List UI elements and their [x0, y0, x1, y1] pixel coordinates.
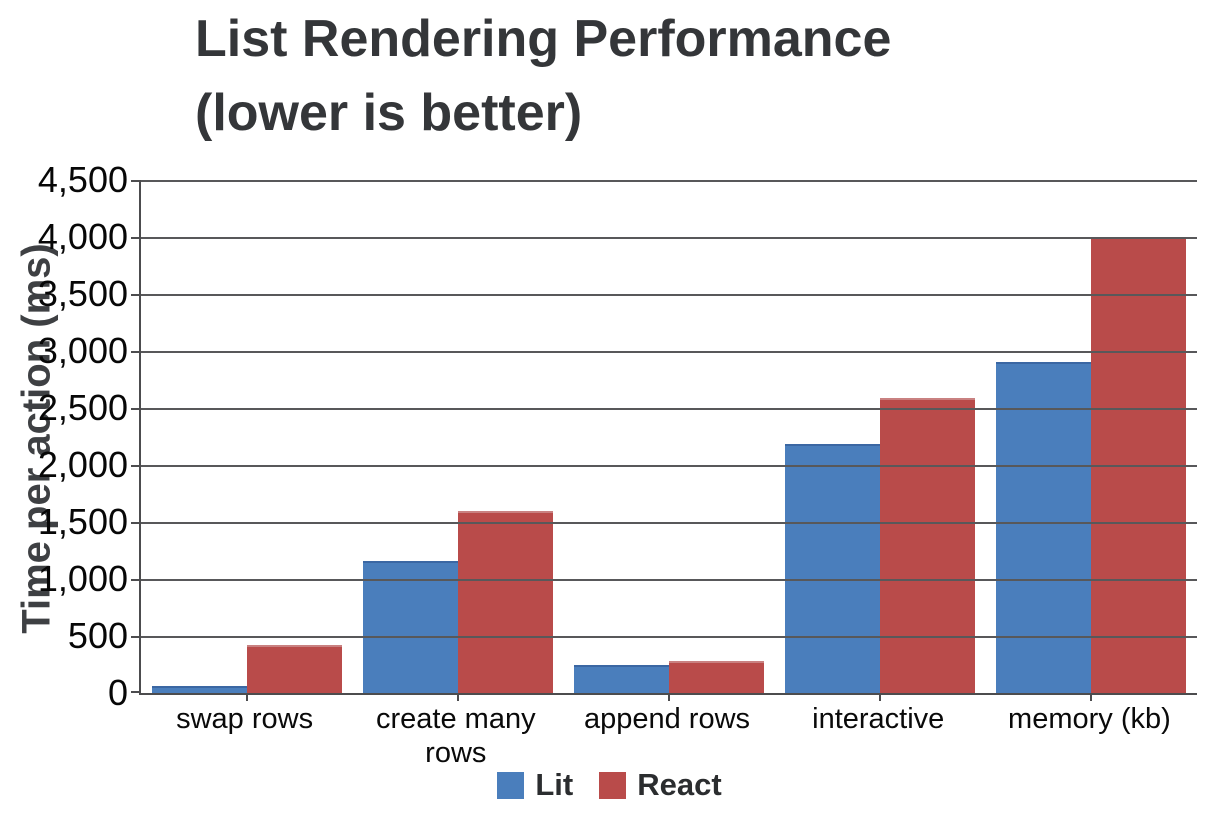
x-axis-labels: swap rows create many rows append rows inte…	[139, 702, 1195, 770]
bar-group-interactive	[775, 180, 986, 693]
gridline-1000	[141, 579, 1197, 582]
legend-item-lit: Lit	[497, 767, 573, 803]
y-tick-label-0: 0	[107, 672, 128, 713]
y-tick-label-3000: 3,000	[37, 330, 128, 371]
y-axis-tick-mark-2500	[131, 408, 139, 410]
bar-group-swap-rows	[141, 180, 352, 693]
y-tick-label-2500: 2,500	[37, 387, 128, 428]
chart-title-line-1: List Rendering Performance	[195, 10, 892, 68]
legend-swatch-react	[599, 771, 627, 799]
chart-title-line-2: (lower is better)	[195, 84, 583, 142]
bar-group-memory-kb-	[986, 180, 1197, 693]
y-axis-tick-labels: 0 500 1,000 1,500 2,000 2,500 3,000 3,500 4,000 4…	[0, 159, 128, 713]
x-axis-tick-mark-3	[668, 693, 670, 701]
x-axis-label-memory-kb-: memory (kb)	[1008, 703, 1171, 735]
bar-react-interactive	[880, 398, 976, 693]
x-axis-label-swap-rows: swap rows	[176, 703, 314, 735]
chart-title: List Rendering Performance (lower is bet…	[195, 2, 891, 150]
y-axis-tick-mark-4500	[131, 180, 139, 182]
x-label-cell: memory (kb)	[984, 702, 1195, 770]
y-axis-tick-mark-3500	[131, 294, 139, 296]
y-axis-tick-mark-0	[131, 691, 139, 693]
bar-react-memory-kb-	[1091, 237, 1187, 693]
legend: Lit React	[0, 767, 1219, 803]
x-label-cell: interactive	[773, 702, 984, 770]
gridline-3000	[141, 351, 1197, 354]
y-tick-label-2000: 2,000	[37, 444, 128, 485]
x-axis-label-append-rows: append rows	[583, 703, 751, 735]
legend-label-react: React	[637, 767, 722, 802]
y-axis-tick-mark-4000	[131, 237, 139, 240]
x-axis-tick-mark-5	[1090, 693, 1093, 701]
gridline-500	[141, 636, 1197, 639]
bar-group-create-many-rows	[352, 180, 563, 693]
y-axis-tick-mark-500	[131, 636, 139, 639]
bar-lit-swap-rows	[151, 686, 247, 693]
x-axis-tick-mark-1	[245, 693, 248, 701]
x-label-cell: append rows	[561, 702, 772, 770]
y-tick-label-1000: 1,000	[37, 558, 128, 599]
y-tick-label-4500: 4,500	[37, 159, 128, 200]
gridline-4000	[141, 237, 1197, 240]
bar-react-create-many-rows	[457, 510, 553, 693]
bar-lit-append-rows	[574, 664, 669, 693]
y-tick-label-1500: 1,500	[37, 501, 128, 542]
x-axis-label-interactive: interactive	[812, 703, 945, 735]
bar-groups	[141, 180, 1197, 693]
bar-react-swap-rows	[246, 645, 342, 693]
x-axis-tick-mark-4	[879, 693, 882, 701]
bar-group-append-rows	[563, 180, 774, 693]
gridline-2000	[141, 465, 1197, 468]
bar-lit-create-many-rows	[362, 560, 458, 693]
x-label-cell: create many rows	[350, 702, 561, 770]
y-axis-tick-mark-2000	[131, 465, 139, 468]
gridline-4500	[141, 180, 1197, 182]
y-tick-label-500: 500	[67, 615, 128, 656]
legend-item-react: React	[599, 767, 722, 803]
plot-area	[131, 180, 1197, 701]
bar-lit-interactive	[785, 444, 881, 693]
y-axis-tick-mark-1000	[131, 579, 139, 582]
bar-lit-memory-kb-	[996, 362, 1092, 693]
gridline-1500	[141, 522, 1197, 525]
gridline-2500	[141, 408, 1197, 410]
y-tick-label-3500: 3,500	[37, 273, 128, 314]
y-tick-label-4000: 4,000	[37, 216, 128, 257]
x-axis-tick-mark-2	[456, 693, 459, 701]
legend-label-lit: Lit	[535, 767, 574, 802]
y-axis-tick-mark-3000	[131, 351, 139, 354]
y-axis-tick-mark-1500	[131, 522, 139, 525]
legend-swatch-lit	[497, 771, 525, 799]
x-label-cell: swap rows	[139, 702, 350, 770]
gridline-3500	[141, 294, 1197, 296]
bar-react-append-rows	[669, 660, 764, 693]
x-axis-label-create-many-rows: create many rows	[376, 703, 536, 769]
